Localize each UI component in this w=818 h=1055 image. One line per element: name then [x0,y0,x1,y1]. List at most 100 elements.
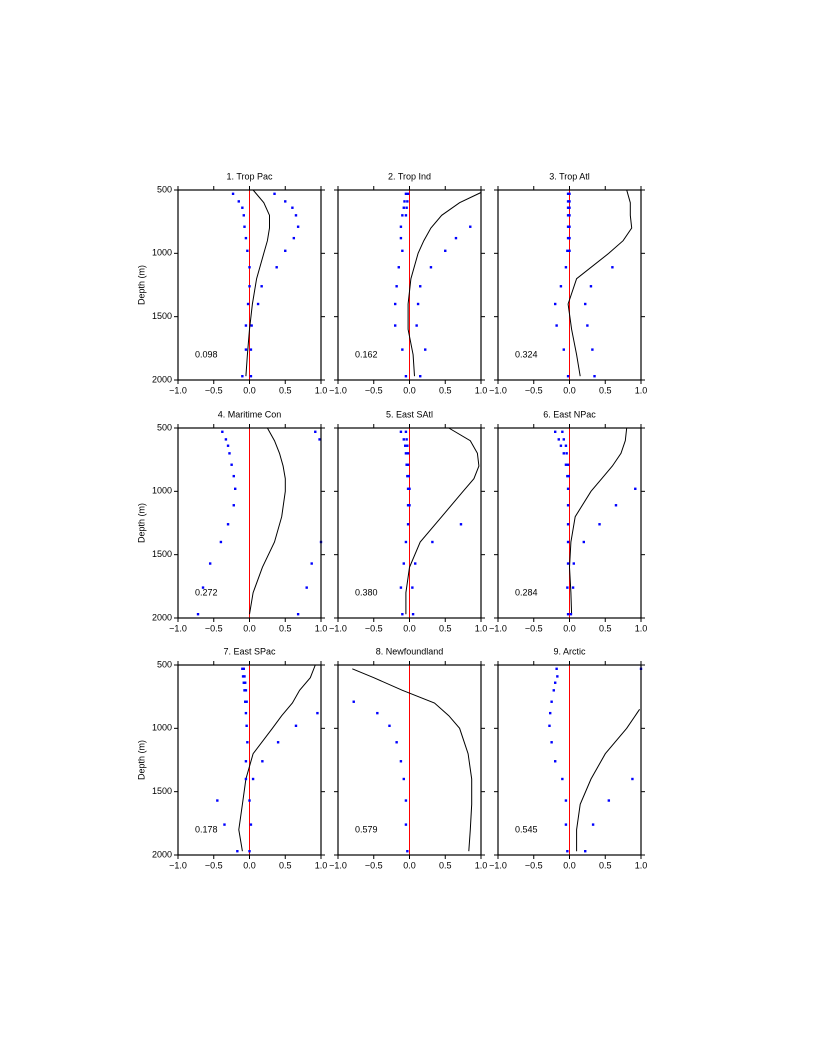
dot [296,613,300,616]
dot [260,285,263,288]
dot [565,452,568,455]
dot [399,225,403,228]
dot [548,724,551,727]
x-tick-label: 1.0 [315,385,328,395]
dot [568,200,571,203]
y-axis-label: Depth (m) [136,503,146,543]
y-tick-label: 2000 [152,374,172,384]
dot [572,562,575,565]
dot [241,667,244,670]
dot [548,711,552,715]
dot [223,823,226,826]
dot [424,348,427,351]
x-tick-label: −1.0 [329,623,347,633]
dot [224,438,228,441]
dot [556,675,559,678]
dot [591,823,595,826]
dot [406,474,409,478]
dot [226,444,230,447]
dot [566,850,569,853]
dot [251,777,255,781]
annotation: 0.545 [515,824,538,834]
dot [244,324,248,327]
dot [404,823,408,826]
dot [404,430,408,433]
dot [244,700,247,703]
profile-line [568,427,628,615]
dot [550,700,553,703]
dot [284,249,287,252]
dot [404,214,408,217]
dot [566,463,570,466]
y-tick-label: 1500 [152,786,172,796]
dot [566,613,570,616]
dot [243,225,246,228]
dot [399,760,403,763]
x-tick-label: −1.0 [169,385,187,395]
dot [219,540,223,544]
dot [234,487,237,490]
dot [232,504,235,507]
dot [559,285,563,288]
x-tick-label: 0.0 [243,860,256,870]
x-tick-label: 0.0 [403,860,416,870]
x-tick-label: 1.0 [315,623,328,633]
dot [246,249,249,252]
x-tick-label: −0.5 [205,623,223,633]
x-tick-label: 1.0 [475,623,488,633]
x-tick-label: 0.5 [439,860,452,870]
dot [242,681,245,684]
dot [401,348,404,351]
annotation: 0.178 [195,824,218,834]
y-axis-label: Depth (m) [136,265,146,305]
x-tick-label: 0.0 [403,623,416,633]
dot [399,430,403,433]
dot [248,850,251,853]
x-tick-label: 0.5 [279,623,292,633]
dot [314,430,317,433]
profile-line [576,709,641,852]
profile-line [567,189,633,377]
dot [419,375,422,378]
dot [208,562,212,565]
dot [244,760,248,763]
dot [243,675,246,678]
dot [593,375,596,378]
dot [402,438,405,441]
dot [555,324,558,327]
x-tick-label: 0.5 [279,860,292,870]
dot [399,236,403,240]
plot-frame [497,664,642,856]
panel-title: 1. Trop Pac [226,171,273,181]
dot [411,613,415,616]
plot-frame [337,189,482,381]
dot [408,487,411,490]
dot [291,206,294,209]
x-tick-label: −1.0 [329,385,347,395]
dot [584,302,587,306]
x-tick-label: −1.0 [489,623,507,633]
plot-frame [177,189,322,381]
dot [241,206,244,209]
x-tick-label: 1.0 [315,860,328,870]
dot [241,375,244,378]
annotation: 0.162 [355,349,378,359]
x-tick-label: 0.0 [243,623,256,633]
dot [406,463,410,466]
dot [244,236,248,240]
x-tick-label: 0.0 [403,385,416,395]
y-tick-label: 1000 [152,486,172,496]
dot [431,540,434,544]
dot [564,266,568,269]
profile-line [245,189,270,377]
dot [244,711,248,715]
dot [566,214,570,217]
x-tick-label: 1.0 [635,860,648,870]
dot [406,192,410,195]
dot [388,724,391,727]
x-tick-label: −0.5 [525,385,543,395]
dot [469,225,472,228]
dot [216,799,219,802]
dot [196,613,200,616]
dot [405,206,408,209]
